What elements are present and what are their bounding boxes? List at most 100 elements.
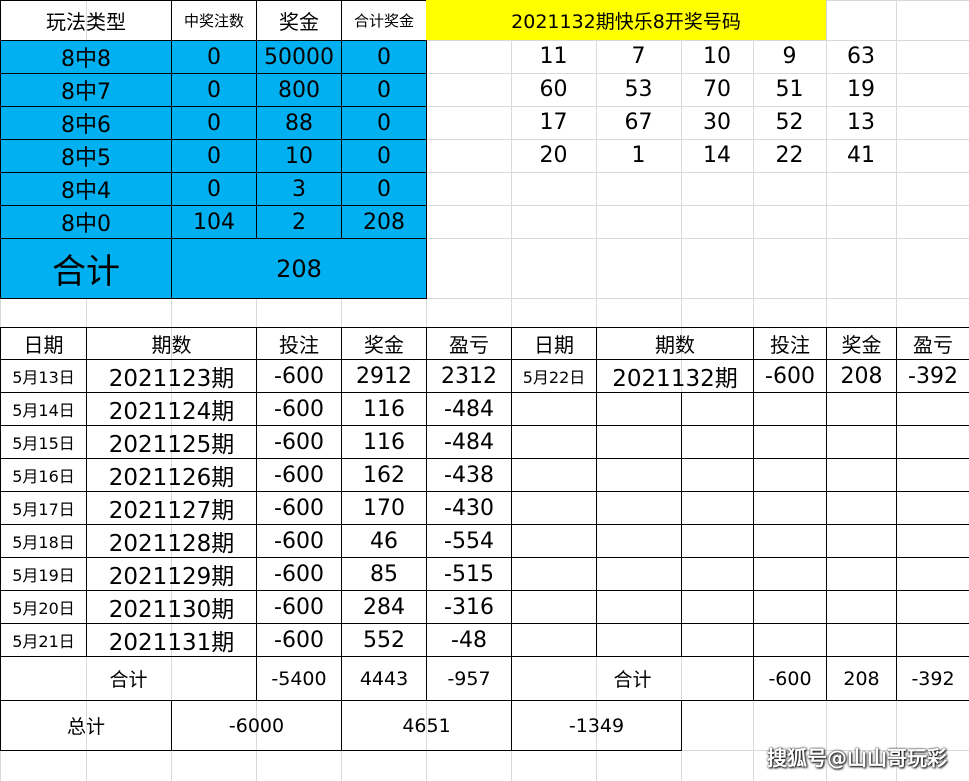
record-cell: -600 (753, 359, 827, 393)
record-cell: 5月22日 (511, 359, 597, 393)
record-cell: 5月14日 (0, 392, 87, 426)
draw-number: 9 (782, 44, 797, 69)
empty-cell (753, 425, 827, 459)
record-cell: 5月21日 (0, 623, 87, 657)
record-cell: 208 (826, 359, 897, 393)
prize-header: 奖金 (256, 0, 342, 41)
record-cell: 116 (341, 392, 427, 426)
empty-cell (511, 557, 597, 591)
empty-cell (511, 491, 597, 525)
record-header: 日期 (511, 327, 597, 360)
record-cell: 284 (341, 590, 427, 624)
draw-number: 7 (631, 44, 646, 69)
empty-cell (681, 524, 754, 558)
empty-cell (753, 524, 827, 558)
empty-cell (596, 458, 682, 492)
empty-cell (681, 425, 754, 459)
empty-cell (896, 590, 969, 624)
total-label: 合计 (0, 656, 257, 701)
empty-cell (826, 524, 897, 558)
record-cell: -392 (896, 359, 969, 393)
prize-cell: 8中0 (0, 205, 172, 239)
prize-cell: 0 (171, 106, 257, 140)
empty-cell (826, 392, 897, 426)
grand-total-label: 总计 (0, 700, 172, 751)
record-cell: 116 (341, 425, 427, 459)
empty-cell (826, 557, 897, 591)
draw-number: 70 (703, 77, 731, 102)
record-cell: 5月15日 (0, 425, 87, 459)
record-cell: 2021130期 (86, 590, 257, 624)
empty-cell (681, 590, 754, 624)
record-cell: 2021132期 (596, 359, 754, 393)
grand-total-value: -6000 (171, 700, 342, 751)
draw-number: 1 (631, 143, 646, 168)
draw-number: 20 (539, 143, 568, 168)
record-cell: 2021124期 (86, 392, 257, 426)
prize-cell: 50000 (256, 40, 342, 74)
record-cell: -600 (256, 524, 342, 558)
record-cell: -600 (256, 425, 342, 459)
prize-cell: 0 (171, 139, 257, 173)
gridline (0, 238, 969, 239)
record-cell: -48 (426, 623, 512, 657)
total-value: -957 (426, 656, 512, 701)
record-cell: -430 (426, 491, 512, 525)
draw-number: 14 (703, 143, 731, 168)
record-cell: 5月18日 (0, 524, 87, 558)
record-cell: 46 (341, 524, 427, 558)
record-cell: -600 (256, 491, 342, 525)
record-header: 盈亏 (896, 327, 969, 360)
empty-cell (511, 524, 597, 558)
empty-cell (596, 590, 682, 624)
draw-number: 30 (703, 110, 731, 135)
prize-header: 合计奖金 (341, 0, 427, 41)
record-cell: -600 (256, 623, 342, 657)
empty-cell (511, 425, 597, 459)
record-cell: -600 (256, 392, 342, 426)
empty-cell (826, 623, 897, 657)
empty-cell (681, 491, 754, 525)
draw-number: 13 (847, 110, 875, 135)
record-cell: 5月17日 (0, 491, 87, 525)
record-cell: 5月16日 (0, 458, 87, 492)
record-cell: -600 (256, 458, 342, 492)
record-cell: -438 (426, 458, 512, 492)
prize-cell: 0 (341, 172, 427, 206)
empty-cell (681, 557, 754, 591)
prize-cell: 2 (256, 205, 342, 239)
prize-cell: 800 (256, 73, 342, 107)
draw-number: 41 (847, 143, 875, 168)
total-value: -5400 (256, 656, 342, 701)
prize-total-value: 208 (171, 238, 427, 299)
record-cell: -600 (256, 590, 342, 624)
record-cell: 170 (341, 491, 427, 525)
record-cell: 2021131期 (86, 623, 257, 657)
empty-cell (681, 392, 754, 426)
record-cell: 552 (341, 623, 427, 657)
gridline (0, 172, 969, 173)
empty-cell (896, 425, 969, 459)
empty-cell (596, 392, 682, 426)
empty-cell (596, 425, 682, 459)
record-header: 期数 (596, 327, 754, 360)
prize-cell: 0 (171, 73, 257, 107)
empty-cell (753, 623, 827, 657)
total-value: 208 (826, 656, 897, 701)
empty-cell (511, 590, 597, 624)
empty-cell (753, 491, 827, 525)
draw-number: 52 (775, 110, 804, 135)
prize-cell: 8中6 (0, 106, 172, 140)
empty-cell (896, 458, 969, 492)
empty-cell (896, 491, 969, 525)
prize-cell: 3 (256, 172, 342, 206)
record-cell: 2021128期 (86, 524, 257, 558)
draw-number: 60 (539, 77, 568, 102)
draw-number: 67 (624, 110, 653, 135)
grand-total-value: -1349 (511, 700, 682, 751)
record-cell: -600 (256, 557, 342, 591)
prize-cell: 8中8 (0, 40, 172, 74)
record-cell: 5月20日 (0, 590, 87, 624)
record-header: 期数 (86, 327, 257, 360)
